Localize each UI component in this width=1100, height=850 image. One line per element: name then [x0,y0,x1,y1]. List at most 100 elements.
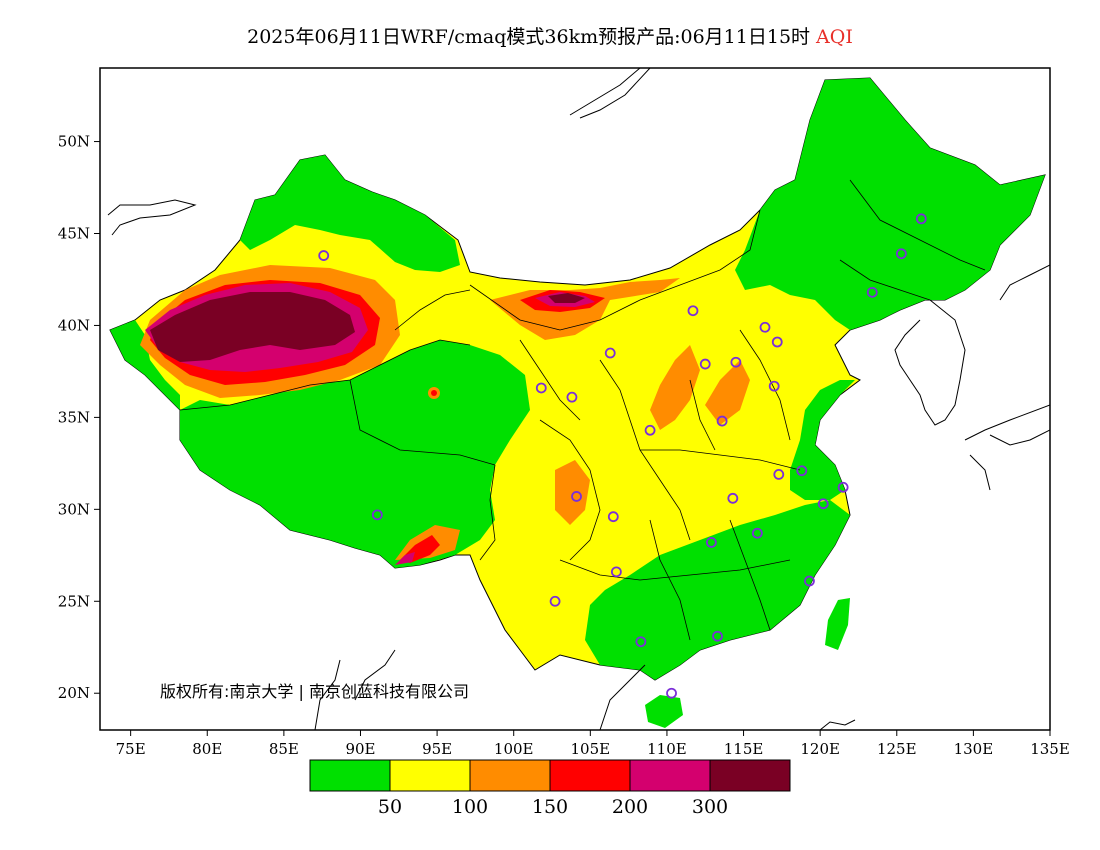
city-station-marker [837,481,849,493]
legend-swatch [629,759,711,792]
city-station-marker [804,575,815,587]
border-xinjiang-gansu [394,289,471,331]
city-station-marker [607,511,619,523]
caspian-edge [107,199,197,236]
city-station-marker [705,537,717,548]
province-borders [179,179,986,641]
city-station-marker [866,286,878,298]
color-legend: 50 100 150 200 300 [309,759,791,818]
city-station-marker [915,213,927,225]
region-hebei-orange [705,360,750,425]
city-station-marker [535,382,547,394]
region-north-xinjiang [240,155,460,272]
lat-tick-label: 25N [58,592,90,610]
region-taklimakan-maroon [150,292,355,362]
title-main: 2025年06月11日WRF/cmaq模式36km预报产品:06月11日15时 [247,26,811,48]
border-qinghai-tibet [349,379,496,466]
border-south-2 [649,519,691,641]
lon-tick-label: 125E [877,740,917,758]
region-northeast [735,78,1045,330]
region-alxa-maroon [548,293,585,303]
lat-tick-label: 40N [58,316,90,334]
city-station-marker [895,248,907,260]
aqi-hazardous-areas [150,292,585,362]
lat-tick-label: 45N [58,225,90,243]
city-station-marker [566,391,578,403]
city-station-marker [759,321,771,333]
city-station-marker [644,424,656,436]
city-station-marker [773,468,785,480]
copyright-text: 版权所有:南京大学 | 南京创蓝科技有限公司 [160,682,469,701]
lon-tick-label: 95E [422,740,452,758]
lon-tick-label: 135E [1030,740,1070,758]
border-central-2 [640,449,801,471]
city-station-marker [604,347,616,359]
region-taiwan [825,598,850,650]
lon-tick-label: 110E [647,740,687,758]
lon-tick-label: 130E [954,740,994,758]
city-station-marker [716,415,728,427]
border-south-3 [729,519,771,631]
region-tibet-plateau [180,340,530,568]
longitude-axis: 75E 80E 85E 90E 95E 100E 105E 110E 115E 120E 125E 1… [116,730,1070,758]
city-station-marker [817,498,829,510]
lon-tick-label: 115E [724,740,764,758]
station-markers [318,213,927,699]
city-station-marker [610,566,622,578]
latitude-axis: 50N 45N 40N 35N 30N 25N 20N [58,133,100,702]
lat-tick-label: 30N [58,500,90,518]
legend-label: 300 [692,796,728,818]
map-title: 2025年06月11日WRF/cmaq模式36km预报产品:06月11日15时 A… [0,22,1100,49]
border-northeast-2 [839,259,931,301]
legend-swatch [469,759,551,792]
lon-tick-label: 90E [345,740,375,758]
border-tibet-sichuan [479,464,496,561]
region-ngari [110,320,180,410]
gulf-coast [354,649,396,701]
region-south-china [585,500,850,680]
city-station-marker [771,336,783,348]
border-central-4 [739,329,791,441]
legend-swatch [549,759,631,792]
lat-tick-label: 20N [58,684,90,702]
lon-tick-label: 75E [116,740,146,758]
title-variable: AQI [816,26,853,48]
border-central-3 [689,379,716,451]
city-station-marker [796,465,808,477]
city-station-marker [549,595,561,607]
hotspot-qinghai-core [431,390,437,396]
neighbour-coastlines [107,68,1050,730]
lat-tick-label: 35N [58,408,90,426]
city-station-marker [571,491,582,502]
border-sichuan-chongqing [539,419,601,561]
region-hainan [645,695,683,728]
legend-swatch [309,759,391,792]
legend-label: 150 [532,796,568,818]
city-station-marker [712,630,723,642]
lake-baikal [569,68,651,119]
city-station-marker [666,687,677,699]
city-station-marker [635,636,647,648]
korea-coast [894,299,966,426]
city-station-marker [730,356,742,368]
sakhalin-coast [999,264,1050,301]
map-frame [99,67,1051,731]
city-station-marker [371,509,383,521]
city-station-marker [768,380,780,392]
city-station-marker [687,305,699,317]
city-station-marker [699,358,711,370]
city-station-marker [727,492,739,504]
lon-tick-label: 120E [800,740,840,758]
border-inner-mongolia [469,209,761,331]
map-area [107,68,1050,730]
lon-tick-label: 80E [192,740,222,758]
legend-label: 100 [452,796,488,818]
region-shanxi-orange [650,345,700,430]
city-station-marker [318,250,330,261]
legend-swatch [389,759,471,792]
border-gansu-ningxia [519,339,581,421]
region-sichuan-orange [555,460,590,525]
legend-swatch [709,759,791,792]
lon-tick-label: 100E [494,740,534,758]
region-tibet-magenta [395,552,415,565]
